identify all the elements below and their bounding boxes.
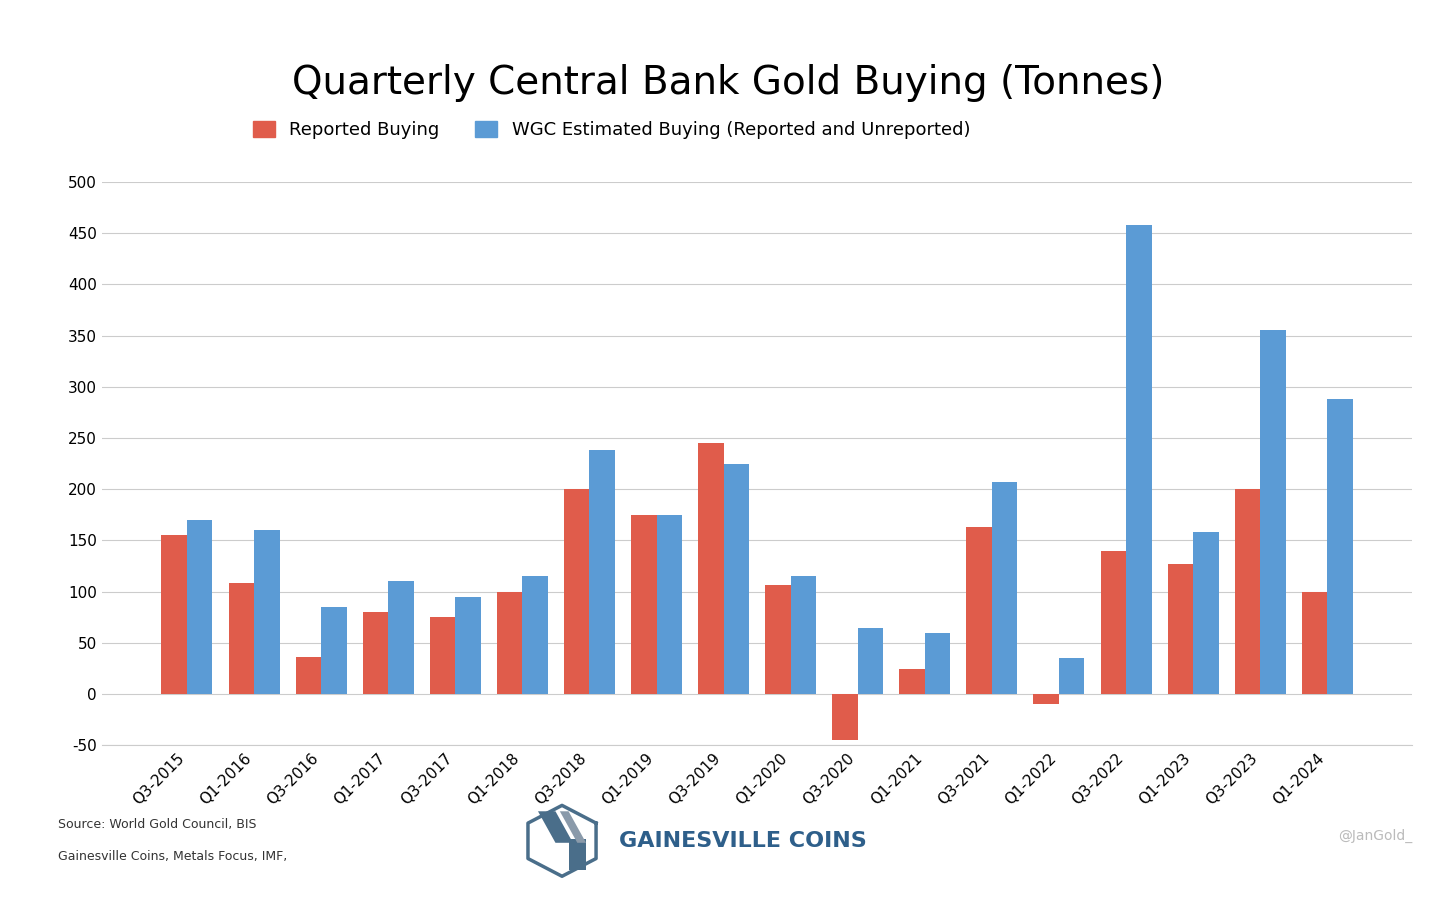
Polygon shape bbox=[559, 811, 585, 843]
Bar bbox=[858, 627, 884, 694]
Bar bbox=[430, 617, 456, 694]
Bar bbox=[590, 450, 614, 694]
Bar bbox=[697, 443, 724, 694]
Legend: Reported Buying, WGC Estimated Buying (Reported and Unreported): Reported Buying, WGC Estimated Buying (R… bbox=[246, 114, 977, 146]
Bar bbox=[766, 584, 791, 694]
Bar bbox=[791, 576, 817, 694]
Bar bbox=[229, 584, 253, 694]
Bar bbox=[992, 482, 1018, 694]
Bar bbox=[833, 694, 858, 740]
Bar bbox=[1302, 592, 1328, 694]
Bar bbox=[523, 576, 547, 694]
Bar bbox=[1059, 658, 1085, 694]
Bar bbox=[1328, 399, 1353, 694]
Bar bbox=[1192, 533, 1219, 694]
Bar bbox=[162, 535, 186, 694]
Bar bbox=[496, 592, 523, 694]
Bar bbox=[322, 607, 347, 694]
Bar bbox=[1235, 489, 1261, 694]
Bar bbox=[186, 520, 213, 694]
Bar bbox=[363, 612, 389, 694]
Text: Source: World Gold Council, BIS: Source: World Gold Council, BIS bbox=[58, 818, 256, 831]
Text: GAINESVILLE COINS: GAINESVILLE COINS bbox=[619, 831, 866, 851]
Bar bbox=[1034, 694, 1059, 704]
Polygon shape bbox=[568, 839, 585, 871]
Polygon shape bbox=[539, 811, 572, 843]
Bar bbox=[925, 633, 951, 694]
Bar bbox=[630, 514, 657, 694]
Bar bbox=[389, 582, 414, 694]
Bar bbox=[563, 489, 590, 694]
Bar bbox=[900, 668, 925, 694]
Bar bbox=[1101, 551, 1125, 694]
Bar bbox=[1125, 225, 1152, 694]
Bar bbox=[456, 597, 480, 694]
Bar bbox=[1261, 330, 1286, 694]
Bar bbox=[253, 530, 280, 694]
Bar bbox=[1168, 564, 1192, 694]
Bar bbox=[967, 527, 992, 694]
Bar bbox=[724, 464, 748, 694]
Text: Quarterly Central Bank Gold Buying (Tonnes): Quarterly Central Bank Gold Buying (Tonn… bbox=[291, 64, 1165, 102]
Bar bbox=[657, 514, 681, 694]
Text: @JanGold_: @JanGold_ bbox=[1338, 829, 1412, 844]
Text: Gainesville Coins, Metals Focus, IMF,: Gainesville Coins, Metals Focus, IMF, bbox=[58, 850, 287, 863]
Bar bbox=[296, 657, 322, 694]
